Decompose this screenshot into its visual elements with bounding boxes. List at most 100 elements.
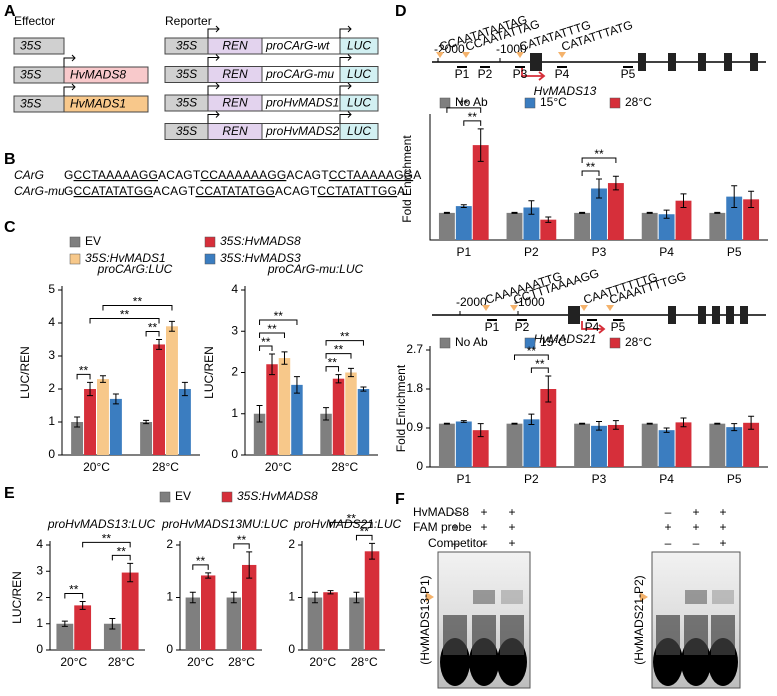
band-arrowhead: [426, 592, 434, 602]
sequence-segment: ACAGT: [153, 184, 196, 198]
bar: [178, 389, 191, 455]
error-bar: [168, 320, 175, 332]
exon: [750, 53, 758, 71]
legend-label: 28°C: [625, 95, 652, 109]
error-bar: [748, 190, 755, 208]
tss-arrow: [521, 68, 546, 81]
y-tick-label: 2: [288, 537, 295, 551]
bar: [675, 422, 692, 467]
probe-smear: [684, 615, 708, 655]
construct-label: REN: [222, 39, 248, 53]
error-bar: [731, 185, 738, 208]
significance-bracket: [82, 541, 131, 548]
chart-title: proHvMADS13MU:LUC: [161, 517, 288, 531]
significance-bracket: [102, 305, 173, 311]
construct-label: 35S: [20, 68, 41, 82]
bar: [320, 413, 332, 455]
bar: [185, 597, 200, 650]
y-axis-label: LUC/REN: [10, 571, 24, 624]
legend-swatch: [439, 97, 451, 109]
bar: [709, 212, 726, 240]
error-bar: [74, 416, 81, 428]
sequence-segment: CCTAAAAAGG: [74, 168, 158, 182]
error-bar: [596, 421, 602, 431]
construct-box: [13, 37, 65, 55]
error-bar: [156, 339, 163, 350]
error-bar: [748, 415, 755, 430]
significance-label: **: [196, 554, 206, 568]
lane-sign: +: [692, 520, 699, 534]
lane-sign: +: [508, 505, 515, 519]
sequence-name: CArG: [14, 168, 44, 182]
significance-label: **: [586, 160, 596, 174]
lane-sign: –: [693, 536, 700, 550]
peak-label: P4: [585, 320, 600, 334]
error-bar: [327, 590, 334, 595]
legend-label: 15°C: [540, 95, 567, 109]
error-bar: [281, 351, 288, 365]
chart-title: proCArG-mu:LUC: [267, 262, 364, 276]
error-bar: [511, 211, 518, 214]
x-tick-label: P1: [456, 245, 471, 259]
construct-label: 35S: [20, 39, 41, 53]
x-tick-label: P2: [524, 472, 539, 486]
significance-bracket: [259, 319, 298, 325]
bar: [607, 183, 624, 240]
bar: [74, 605, 92, 650]
exon: [712, 306, 720, 324]
probe-smear: [500, 615, 524, 655]
error-bar: [335, 374, 342, 384]
y-tick-label: 2: [36, 590, 43, 604]
bar: [357, 389, 370, 455]
sequence-segment: ACAGT: [275, 184, 318, 198]
significance-bracket: [233, 543, 250, 549]
exon: [698, 306, 706, 324]
construct-label: proHvMADS21: [265, 124, 346, 138]
panel-label: C: [4, 219, 16, 236]
significance-bracket: [325, 353, 352, 359]
y-tick-label: 4: [36, 537, 43, 551]
construct-label: LUC: [347, 124, 371, 138]
legend-label: 35S:HvMADS8: [220, 234, 301, 248]
bar: [726, 196, 743, 240]
significance-bracket: [89, 318, 160, 324]
error-bar: [323, 407, 330, 421]
legend-label: No Ab: [455, 335, 488, 349]
error-bar: [477, 128, 484, 162]
y-axis-label: Fold Enrichment: [394, 364, 408, 452]
bar: [472, 430, 489, 467]
construct-label: proHvMADS13: [265, 96, 346, 110]
significance-label: **: [340, 330, 350, 344]
x-tick-label: 20°C: [187, 655, 214, 669]
error-bar: [360, 386, 367, 392]
motif-marker: [516, 52, 524, 58]
sequence-segment: G: [64, 184, 74, 198]
bar: [253, 413, 266, 455]
construct-label: proCArG-wt: [265, 39, 330, 53]
chart-title: proHvMADS21:LUC: [293, 517, 402, 531]
bar: [607, 424, 624, 467]
panel-label: B: [4, 151, 16, 168]
legend-label: EV: [175, 489, 191, 503]
construct-label: REN: [222, 96, 248, 110]
y-tick-label: 0: [416, 459, 423, 473]
bar: [455, 421, 472, 467]
y-axis-label: LUC/REN: [202, 346, 216, 399]
error-bar: [528, 200, 535, 215]
construct-box: [339, 123, 379, 140]
exon: [740, 306, 748, 324]
significance-bracket: [145, 331, 160, 337]
shifted-band: [685, 590, 707, 604]
promoter-arrow: [207, 25, 220, 38]
error-bar: [353, 591, 360, 604]
promoter-arrow: [207, 111, 220, 124]
legend-swatch: [204, 253, 216, 265]
x-tick-label: P3: [592, 472, 607, 486]
error-bar: [731, 423, 738, 432]
error-bar: [545, 375, 552, 403]
motif-marker: [558, 52, 566, 58]
y-axis-label: LUC/REN: [18, 346, 32, 399]
error-bar: [646, 211, 653, 214]
bar: [121, 572, 139, 650]
promoter-arrow: [339, 82, 352, 95]
